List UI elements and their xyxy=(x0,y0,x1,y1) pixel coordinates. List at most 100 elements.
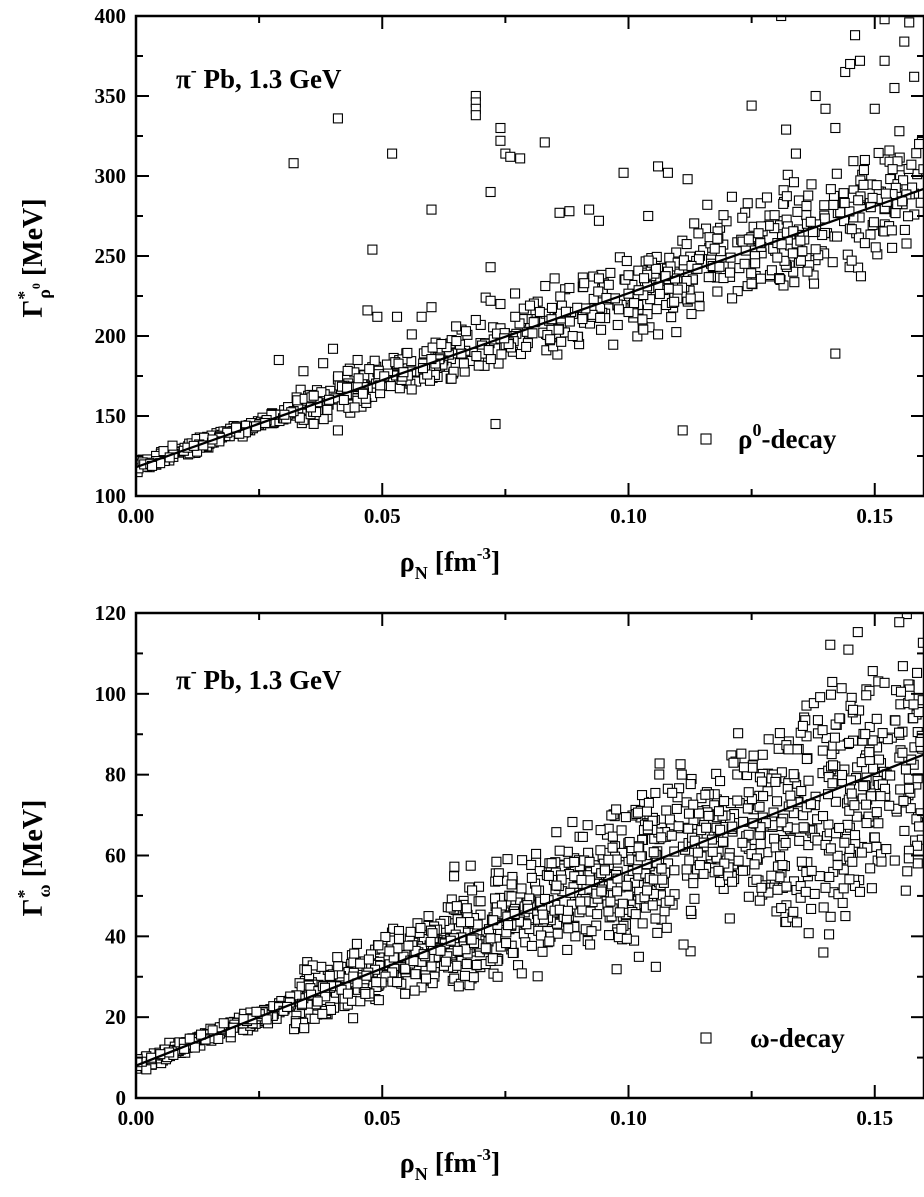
data-point xyxy=(889,855,900,866)
data-point xyxy=(846,224,857,235)
data-point xyxy=(490,418,501,430)
data-point xyxy=(832,850,843,861)
data-point xyxy=(349,402,360,413)
data-point xyxy=(803,190,814,201)
data-point xyxy=(884,800,895,811)
data-point xyxy=(357,388,368,399)
data-point xyxy=(873,147,884,159)
data-point xyxy=(781,124,792,135)
data-point xyxy=(902,211,914,222)
data-point xyxy=(794,835,805,846)
data-point xyxy=(845,58,856,70)
data-point xyxy=(770,776,781,787)
data-point xyxy=(391,311,403,322)
data-point xyxy=(577,831,588,842)
data-point xyxy=(702,199,713,210)
data-point xyxy=(333,371,344,382)
data-point xyxy=(425,936,436,948)
data-point xyxy=(736,748,747,759)
data-point xyxy=(837,897,848,908)
data-point xyxy=(869,832,880,843)
data-point xyxy=(637,918,648,929)
data-point xyxy=(719,858,730,869)
data-point xyxy=(756,776,768,787)
data-point xyxy=(546,858,557,869)
data-point xyxy=(487,953,498,964)
legend-label: ω-decay xyxy=(750,1023,845,1053)
data-point xyxy=(742,198,753,209)
data-point xyxy=(776,767,787,778)
data-point xyxy=(673,821,684,832)
data-point xyxy=(650,787,661,799)
data-point xyxy=(898,795,909,807)
data-point xyxy=(512,960,524,971)
data-point xyxy=(554,845,565,856)
data-point xyxy=(848,156,859,167)
data-point xyxy=(885,173,896,185)
data-point xyxy=(666,312,677,323)
data-point xyxy=(318,414,329,425)
data-point xyxy=(887,164,898,175)
data-point xyxy=(466,934,477,945)
data-point xyxy=(824,929,835,940)
data-point xyxy=(743,891,754,902)
y-tick-label: 60 xyxy=(105,844,126,868)
data-point xyxy=(551,827,562,838)
data-point xyxy=(468,972,479,983)
data-point xyxy=(894,727,905,738)
data-point xyxy=(904,783,915,794)
data-point xyxy=(650,913,661,924)
data-point xyxy=(496,349,507,360)
data-point xyxy=(743,829,754,840)
x-tick-label: 0.00 xyxy=(118,1106,155,1130)
data-point xyxy=(569,856,580,868)
fit-line xyxy=(136,753,924,1067)
data-point xyxy=(797,720,808,731)
data-point xyxy=(801,753,812,765)
data-point xyxy=(861,799,872,810)
data-point xyxy=(829,732,840,743)
data-point xyxy=(349,948,360,959)
data-point xyxy=(803,775,814,786)
data-point xyxy=(623,270,634,281)
data-point xyxy=(406,329,417,340)
data-point xyxy=(364,364,375,375)
data-point xyxy=(724,267,736,278)
data-point xyxy=(834,713,845,724)
data-point xyxy=(652,329,664,340)
data-point xyxy=(780,837,791,849)
data-point xyxy=(651,304,662,315)
data-point xyxy=(637,314,648,325)
data-point xyxy=(714,775,726,787)
data-point xyxy=(288,158,299,169)
data-point xyxy=(654,769,665,780)
data-point xyxy=(516,883,527,894)
data-point xyxy=(719,796,730,807)
data-point xyxy=(603,854,614,865)
data-point xyxy=(830,796,841,807)
y-tick-label: 20 xyxy=(105,1005,126,1029)
data-point xyxy=(827,676,838,688)
data-point xyxy=(847,704,859,715)
data-point xyxy=(808,278,820,289)
data-point xyxy=(564,206,575,217)
data-point xyxy=(817,810,829,822)
data-point xyxy=(882,734,893,745)
data-point xyxy=(818,902,829,913)
data-point xyxy=(825,843,836,854)
data-point xyxy=(861,690,872,701)
data-point xyxy=(451,336,462,347)
data-point xyxy=(562,905,573,916)
data-point xyxy=(632,331,643,342)
data-point xyxy=(855,271,867,282)
data-point xyxy=(717,836,728,847)
data-point xyxy=(436,338,447,350)
data-point xyxy=(671,327,682,338)
data-point xyxy=(703,810,714,821)
data-point xyxy=(681,864,692,875)
data-point xyxy=(562,944,573,956)
data-point xyxy=(714,876,726,888)
data-point xyxy=(612,319,623,331)
data-point xyxy=(485,262,496,273)
data-point xyxy=(788,177,800,188)
